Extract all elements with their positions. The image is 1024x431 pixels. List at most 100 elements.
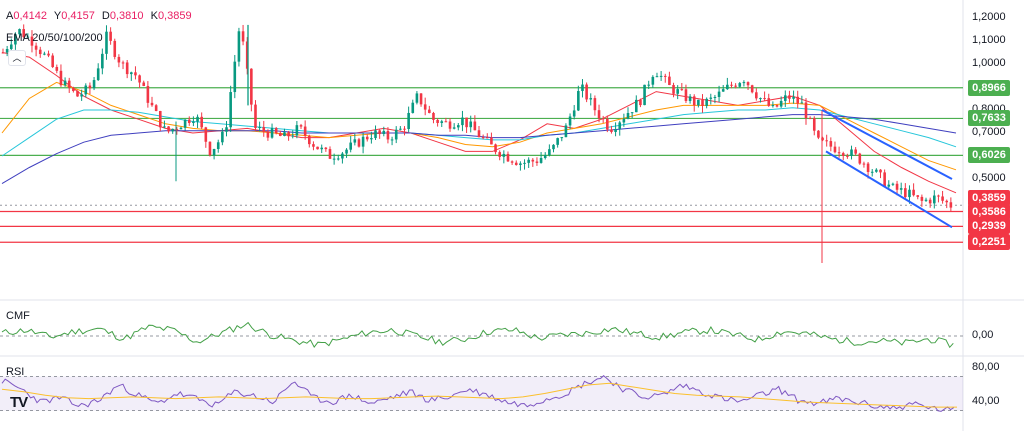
candle-down [585, 84, 588, 100]
open-value: 0,4142 [13, 10, 47, 22]
candle-up [349, 142, 352, 150]
candle-down [378, 130, 381, 135]
candle-up [43, 53, 46, 55]
rsi-signal-line [1, 382, 957, 408]
rsi-title: RSI [6, 366, 25, 378]
candle-up [192, 121, 195, 123]
candle-down [490, 137, 493, 145]
candle-down [1, 52, 5, 54]
candle-up [370, 138, 373, 140]
candle-up [887, 184, 891, 187]
candle-down [432, 112, 435, 120]
candle-down [730, 84, 733, 86]
candle-up [336, 158, 340, 160]
candle-up [630, 112, 634, 114]
candle-up [659, 75, 663, 77]
candle-down [444, 121, 448, 123]
candle-down [734, 85, 737, 87]
candle-down [841, 153, 845, 156]
candle-up [738, 83, 742, 87]
candle-down [672, 85, 675, 94]
candle-down [593, 98, 597, 111]
candle-down [701, 99, 704, 106]
candle-down [837, 152, 841, 154]
candle-up [870, 171, 874, 173]
candle-up [183, 119, 187, 128]
candle-up [643, 84, 646, 106]
ema-legend[interactable]: EMA 20/50/100/200 [6, 32, 103, 44]
cmf-pane[interactable] [0, 321, 963, 349]
candle-up [552, 144, 555, 150]
candle-up [14, 34, 17, 45]
candle-down [88, 85, 92, 89]
rsi-tick-label: 40,00 [972, 395, 1000, 407]
candle-down [610, 129, 613, 132]
candle-up [171, 128, 175, 132]
candle-down [142, 82, 146, 86]
close-key: K [150, 10, 158, 22]
candle-down [357, 139, 361, 147]
candle-down [150, 102, 154, 106]
candle-up [626, 113, 630, 119]
candle-down [312, 144, 315, 147]
candle-down [854, 149, 857, 154]
candle-up [717, 91, 721, 97]
candle-down [916, 195, 920, 197]
candle-down [403, 128, 406, 130]
candle-up [399, 128, 402, 130]
low-value: 0,3810 [109, 10, 144, 22]
candle-down [498, 152, 501, 157]
candle-up [908, 189, 911, 198]
candle-up [891, 183, 895, 185]
candle-down [858, 153, 862, 164]
candle-down [154, 105, 158, 111]
price-tick-label: 0,7000 [972, 126, 1006, 138]
candle-down [597, 110, 601, 119]
candle-up [875, 169, 878, 172]
candle-up [564, 125, 568, 138]
candle-down [941, 196, 944, 201]
candle-down [250, 68, 253, 105]
candle-down [692, 96, 696, 106]
candle-up [589, 98, 593, 100]
candle-up [713, 96, 717, 98]
candle-up [792, 96, 795, 99]
candle-up [345, 149, 348, 154]
candle-down [506, 153, 510, 162]
candle-down [146, 85, 150, 103]
candle-down [419, 93, 423, 105]
candle-down [51, 55, 54, 67]
ohlc-legend: A0,4142 Y0,4157 D0,3810 K0,3859 [6, 10, 196, 22]
candle-down [274, 128, 278, 134]
candle-up [742, 82, 746, 84]
candle-up [850, 149, 853, 156]
candle-up [933, 195, 936, 204]
candle-down [386, 130, 390, 140]
candle-down [328, 149, 332, 159]
candle-down [829, 141, 833, 147]
candle-up [783, 95, 787, 101]
candle-down [928, 199, 932, 204]
candle-up [179, 127, 183, 130]
candle-down [485, 137, 489, 139]
candle-down [423, 104, 427, 110]
candle-up [581, 84, 584, 92]
candle-up [655, 76, 659, 78]
candle-up [705, 98, 708, 106]
candle-down [684, 89, 688, 101]
candle-up [26, 36, 30, 38]
rsi-pane[interactable] [0, 375, 963, 412]
collapse-chevron-icon[interactable]: ︿ [8, 50, 26, 66]
candle-down [812, 118, 816, 131]
high-value: 0,4157 [61, 10, 95, 22]
candle-up [237, 31, 241, 62]
candle-down [109, 31, 112, 41]
candle-up [461, 117, 464, 126]
candle-up [614, 129, 617, 132]
candle-down [639, 99, 642, 106]
candle-down [775, 105, 779, 107]
candle-up [519, 163, 522, 165]
tradingview-logo: TV [10, 394, 28, 411]
candle-up [291, 135, 295, 137]
